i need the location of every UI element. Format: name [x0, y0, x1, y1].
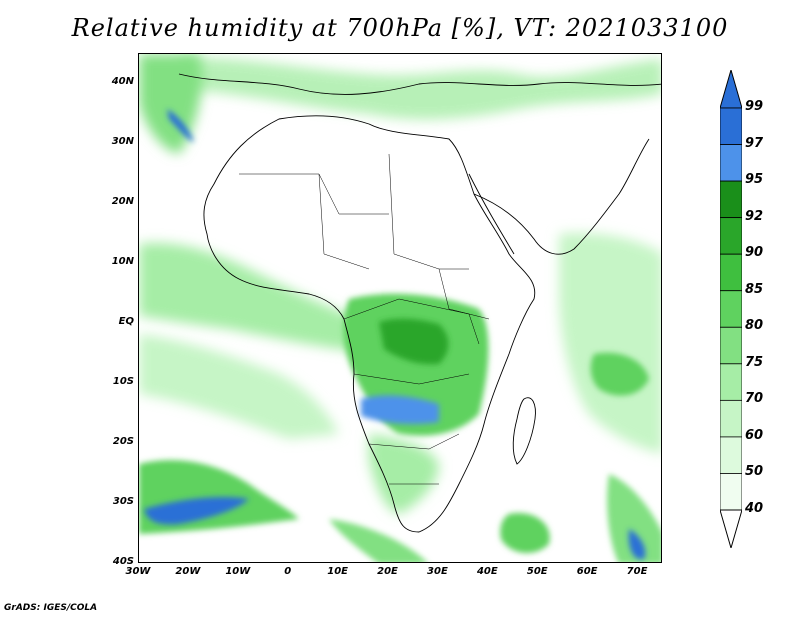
colorbar-level-label: 80 [745, 318, 764, 334]
humidity-field [139, 54, 661, 562]
lat-tick-label: 10S [112, 376, 134, 387]
country-borders [239, 153, 490, 485]
colorbar-segment [720, 399, 742, 438]
humidity-swirl-madagascar [500, 513, 550, 554]
colorbar-segment [720, 363, 742, 401]
map-title: Relative humidity at 700hPa [%], VT: 202… [71, 14, 729, 42]
lon-tick-label: 60E [576, 566, 598, 577]
madagascar-coastline [512, 397, 536, 465]
coastlines [178, 73, 661, 533]
humidity-max-south-atlantic [144, 497, 249, 525]
colorbar-level-label: 60 [745, 427, 764, 443]
colorbar-segment [720, 144, 742, 182]
humidity-region-indian-ocean [559, 233, 661, 454]
colorbar-segment [720, 473, 742, 511]
border-3 [388, 153, 469, 270]
colorbar-segment [720, 290, 742, 328]
colorbar-top-arrow [720, 70, 742, 109]
humidity-region-se [607, 474, 661, 562]
colorbar-level-label: 92 [745, 208, 764, 224]
colorbar-level-label: 95 [745, 172, 764, 188]
lon-tick-label: 50E [526, 566, 548, 577]
humidity-swirl-indian [590, 352, 649, 396]
arabia-coastline [473, 138, 650, 255]
lon-tick-label: 10E [327, 566, 348, 577]
europe-coastline [178, 73, 661, 95]
humidity-max-se [628, 529, 646, 560]
colorbar-segment [720, 217, 742, 255]
colorbar-segment [720, 107, 742, 145]
colorbar-level-label: 70 [745, 391, 764, 407]
border-4 [343, 298, 480, 345]
colorbar-level-label: 97 [745, 135, 764, 151]
lon-tick-label: 70E [626, 566, 648, 577]
africa-coastline [203, 115, 536, 533]
border-2 [318, 173, 370, 270]
humidity-max-congo [379, 318, 449, 365]
lat-tick-label: 30N [111, 136, 134, 147]
lon-tick-label: 30W [125, 566, 151, 577]
lon-tick-label: 40E [476, 566, 498, 577]
lon-tick-label: 20E [377, 566, 398, 577]
red-sea [468, 173, 515, 255]
colorbar-level-label: 99 [745, 99, 764, 114]
border-8 [438, 268, 490, 320]
lon-tick-label: 30E [427, 566, 448, 577]
colorbar-level-label: 40 [745, 501, 764, 516]
lat-tick-label: 10N [111, 256, 134, 267]
colorbar-bottom-arrow [720, 509, 742, 548]
humidity-map [139, 54, 661, 562]
colorbar-level-label: 75 [745, 354, 764, 370]
map-panel [138, 53, 662, 563]
colorbar-segment [720, 326, 742, 365]
border-5 [353, 373, 470, 385]
humidity-max-zambia [361, 395, 439, 424]
grads-credit: GrADS: IGES/COLA [4, 603, 98, 613]
colorbar [720, 70, 742, 548]
lat-tick-label: EQ [118, 316, 134, 327]
colorbar-level-label: 85 [745, 281, 764, 297]
lon-tick-label: 20W [175, 566, 201, 577]
humidity-region-atlantic-2 [139, 334, 339, 439]
lat-tick-label: 30S [112, 496, 134, 507]
humidity-region-south-band [329, 519, 427, 562]
border-6 [368, 433, 460, 450]
lat-tick-label: 20S [112, 436, 134, 447]
humidity-region-southern-africa [369, 434, 439, 514]
colorbar-level-label: 50 [745, 464, 764, 480]
humidity-region-north [179, 57, 661, 120]
lon-tick-label: 0 [284, 566, 292, 577]
lat-tick-label: 40S [112, 556, 134, 567]
border-1 [239, 173, 389, 215]
lat-tick-label: 40N [111, 76, 134, 87]
lon-tick-label: 10W [225, 566, 251, 577]
colorbar-segment [720, 436, 742, 474]
colorbar-segment [720, 253, 742, 292]
humidity-max-nw [167, 109, 194, 142]
humidity-region-tropical-atlantic [139, 243, 379, 354]
colorbar-segment [720, 180, 742, 219]
colorbar-level-label: 90 [745, 245, 764, 261]
lat-tick-label: 20N [111, 196, 134, 207]
